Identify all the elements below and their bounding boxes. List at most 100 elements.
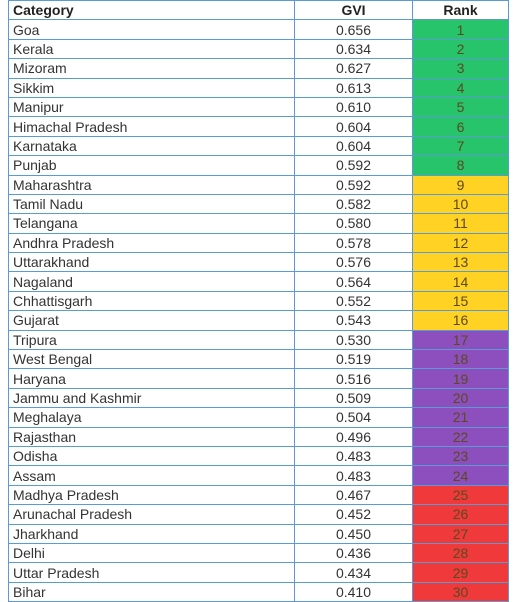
rank-cell: 5 xyxy=(412,96,509,118)
category-cell: Telangana xyxy=(8,213,295,234)
category-cell: Maharashtra xyxy=(8,174,295,195)
rank-cell: 12 xyxy=(412,232,509,254)
rank-cell: 27 xyxy=(412,523,509,544)
rank-cell: 26 xyxy=(412,504,509,525)
gvi-cell: 0.452 xyxy=(294,504,413,525)
gvi-cell: 0.519 xyxy=(294,349,413,370)
table-row: Manipur 0.610 5 xyxy=(8,96,509,118)
rank-cell: 7 xyxy=(412,135,509,157)
table-row: Haryana 0.516 19 xyxy=(8,368,509,389)
table-row: Meghalaya 0.504 21 xyxy=(8,407,509,428)
gvi-cell: 0.604 xyxy=(294,116,413,137)
table-row: Goa 0.656 1 xyxy=(8,19,509,40)
gvi-cell: 0.582 xyxy=(294,193,413,215)
gvi-cell: 0.483 xyxy=(294,465,413,486)
header-cell: GVI xyxy=(294,0,413,21)
rank-cell: 28 xyxy=(412,542,509,564)
rank-cell: 3 xyxy=(412,58,509,79)
category-cell: Andhra Pradesh xyxy=(8,232,295,254)
table-row: Assam 0.483 24 xyxy=(8,465,509,486)
rank-cell: 9 xyxy=(412,174,509,195)
gvi-cell: 0.604 xyxy=(294,135,413,157)
rank-cell: 25 xyxy=(412,484,509,506)
table-header: Category GVI Rank xyxy=(8,0,509,21)
table-row: Arunachal Pradesh 0.452 26 xyxy=(8,504,509,525)
gvi-cell: 0.436 xyxy=(294,542,413,564)
gvi-cell: 0.580 xyxy=(294,213,413,234)
rank-cell: 24 xyxy=(412,465,509,486)
gvi-cell: 0.564 xyxy=(294,271,413,292)
category-cell: Madhya Pradesh xyxy=(8,484,295,506)
header-cell: Category xyxy=(8,0,295,21)
rank-cell: 8 xyxy=(412,155,509,176)
category-cell: Arunachal Pradesh xyxy=(8,504,295,525)
table-row: Jammu and Kashmir 0.509 20 xyxy=(8,387,509,409)
category-cell: Kerala xyxy=(8,38,295,60)
rank-cell: 13 xyxy=(412,252,509,273)
category-cell: Punjab xyxy=(8,155,295,176)
gvi-cell: 0.543 xyxy=(294,310,413,331)
header-row: Category GVI Rank xyxy=(8,0,509,21)
table-row: Rajasthan 0.496 22 xyxy=(8,426,509,447)
gvi-cell: 0.496 xyxy=(294,426,413,447)
gvi-cell: 0.434 xyxy=(294,562,413,583)
category-cell: Karnataka xyxy=(8,135,295,157)
gvi-cell: 0.552 xyxy=(294,290,413,312)
rank-cell: 2 xyxy=(412,38,509,60)
table-row: Nagaland 0.564 14 xyxy=(8,271,509,292)
gvi-cell: 0.656 xyxy=(294,19,413,40)
table-row: Maharashtra 0.592 9 xyxy=(8,174,509,195)
gvi-table: Category GVI Rank Goa 0.656 1 Kerala 0.634 2 M… xyxy=(8,0,509,602)
rank-cell: 6 xyxy=(412,116,509,137)
table-row: Jharkhand 0.450 27 xyxy=(8,523,509,544)
table-row: Karnataka 0.604 7 xyxy=(8,135,509,157)
table-row: Chhattisgarh 0.552 15 xyxy=(8,290,509,312)
table-row: Bihar 0.410 30 xyxy=(8,581,509,602)
gvi-cell: 0.627 xyxy=(294,58,413,79)
category-cell: Odisha xyxy=(8,445,295,467)
table-row: Mizoram 0.627 3 xyxy=(8,58,509,79)
table-row: Uttar Pradesh 0.434 29 xyxy=(8,562,509,583)
category-cell: Meghalaya xyxy=(8,407,295,428)
rank-cell: 16 xyxy=(412,310,509,331)
table-row: Sikkim 0.613 4 xyxy=(8,77,509,98)
gvi-cell: 0.578 xyxy=(294,232,413,254)
table-row: Punjab 0.592 8 xyxy=(8,155,509,176)
rank-cell: 29 xyxy=(412,562,509,583)
table-row: Tamil Nadu 0.582 10 xyxy=(8,193,509,215)
gvi-cell: 0.592 xyxy=(294,174,413,195)
gvi-cell: 0.613 xyxy=(294,77,413,98)
category-cell: Sikkim xyxy=(8,77,295,98)
table-row: Andhra Pradesh 0.578 12 xyxy=(8,232,509,254)
category-cell: Uttar Pradesh xyxy=(8,562,295,583)
category-cell: Bihar xyxy=(8,581,295,602)
category-cell: Rajasthan xyxy=(8,426,295,447)
rank-cell: 30 xyxy=(412,581,509,602)
category-cell: Assam xyxy=(8,465,295,486)
category-cell: Gujarat xyxy=(8,310,295,331)
rank-cell: 18 xyxy=(412,349,509,370)
category-cell: Nagaland xyxy=(8,271,295,292)
table-row: Tripura 0.530 17 xyxy=(8,329,509,351)
table-row: West Bengal 0.519 18 xyxy=(8,349,509,370)
category-cell: Uttarakhand xyxy=(8,252,295,273)
gvi-cell: 0.576 xyxy=(294,252,413,273)
rank-cell: 14 xyxy=(412,271,509,292)
rank-cell: 15 xyxy=(412,290,509,312)
rank-cell: 23 xyxy=(412,445,509,467)
header-cell: Rank xyxy=(412,0,509,21)
gvi-cell: 0.509 xyxy=(294,387,413,409)
gvi-cell: 0.516 xyxy=(294,368,413,389)
gvi-cell: 0.610 xyxy=(294,96,413,118)
rank-cell: 22 xyxy=(412,426,509,447)
category-cell: Jharkhand xyxy=(8,523,295,544)
table-row: Telangana 0.580 11 xyxy=(8,213,509,234)
rank-cell: 20 xyxy=(412,387,509,409)
gvi-cell: 0.592 xyxy=(294,155,413,176)
table-row: Uttarakhand 0.576 13 xyxy=(8,252,509,273)
table-row: Odisha 0.483 23 xyxy=(8,445,509,467)
category-cell: West Bengal xyxy=(8,349,295,370)
table-row: Delhi 0.436 28 xyxy=(8,542,509,564)
gvi-cell: 0.410 xyxy=(294,581,413,602)
